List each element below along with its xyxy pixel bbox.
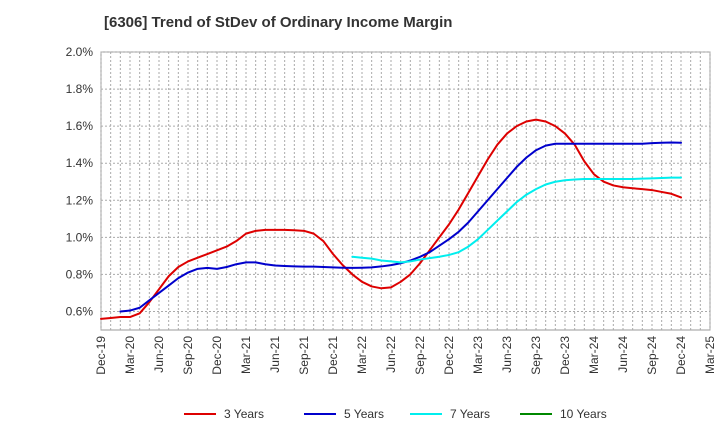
x-tick-label: Jun-23 (500, 336, 514, 373)
x-tick-label: Dec-20 (210, 336, 224, 375)
y-axis-tick-labels: 0.6% 0.8% 1.0% 1.2% 1.4% 1.6% 1.8% 2.0% (66, 45, 94, 318)
x-tick-label: Dec-21 (326, 336, 340, 375)
series-line-3 (351, 176, 682, 264)
x-tick-label: Jun-21 (268, 336, 282, 373)
x-tick-label: Dec-23 (558, 336, 572, 375)
y-tick-label: 1.8% (66, 82, 94, 96)
x-tick-label: Mar-20 (123, 336, 137, 374)
y-tick-label: 1.4% (66, 156, 94, 170)
series-lines (100, 118, 682, 320)
x-tick-label: Sep-24 (645, 336, 659, 375)
y-tick-label: 1.0% (66, 230, 94, 244)
x-tick-label: Sep-21 (297, 336, 311, 375)
x-tick-label: Dec-24 (674, 336, 688, 375)
x-tick-label: Mar-25 (703, 336, 717, 374)
legend-label: 3 Years (224, 407, 264, 421)
legend-label: 7 Years (450, 407, 490, 421)
x-tick-label: Sep-23 (529, 336, 543, 375)
x-tick-label: Dec-19 (94, 336, 108, 375)
x-tick-label: Mar-23 (471, 336, 485, 374)
grid-lines (100, 51, 711, 330)
series-line-1 (100, 118, 682, 320)
y-tick-label: 0.8% (66, 267, 94, 281)
chart-title: [6306] Trend of StDev of Ordinary Income… (104, 14, 453, 31)
legend-label: 10 Years (560, 407, 607, 421)
y-tick-label: 2.0% (66, 45, 94, 59)
x-tick-label: Dec-22 (442, 336, 456, 375)
y-tick-label: 1.2% (66, 193, 94, 207)
legend-label: 5 Years (344, 407, 384, 421)
legend: 3 Years 5 Years 7 Years 10 Years (184, 407, 607, 421)
y-tick-label: 0.6% (66, 304, 94, 318)
x-tick-label: Mar-22 (355, 336, 369, 374)
x-tick-label: Jun-24 (616, 336, 630, 373)
x-tick-label: Sep-20 (181, 336, 195, 375)
y-tick-label: 1.6% (66, 119, 94, 133)
x-tick-label: Mar-24 (587, 336, 601, 374)
x-tick-label: Mar-21 (239, 336, 253, 374)
plot-area (100, 51, 711, 331)
x-tick-label: Sep-22 (413, 336, 427, 375)
x-tick-label: Jun-22 (384, 336, 398, 373)
x-tick-label: Jun-20 (152, 336, 166, 373)
x-axis-tick-labels: Dec-19 Mar-20 Jun-20 Sep-20 Dec-20 Mar-21 Jun-… (94, 336, 717, 375)
